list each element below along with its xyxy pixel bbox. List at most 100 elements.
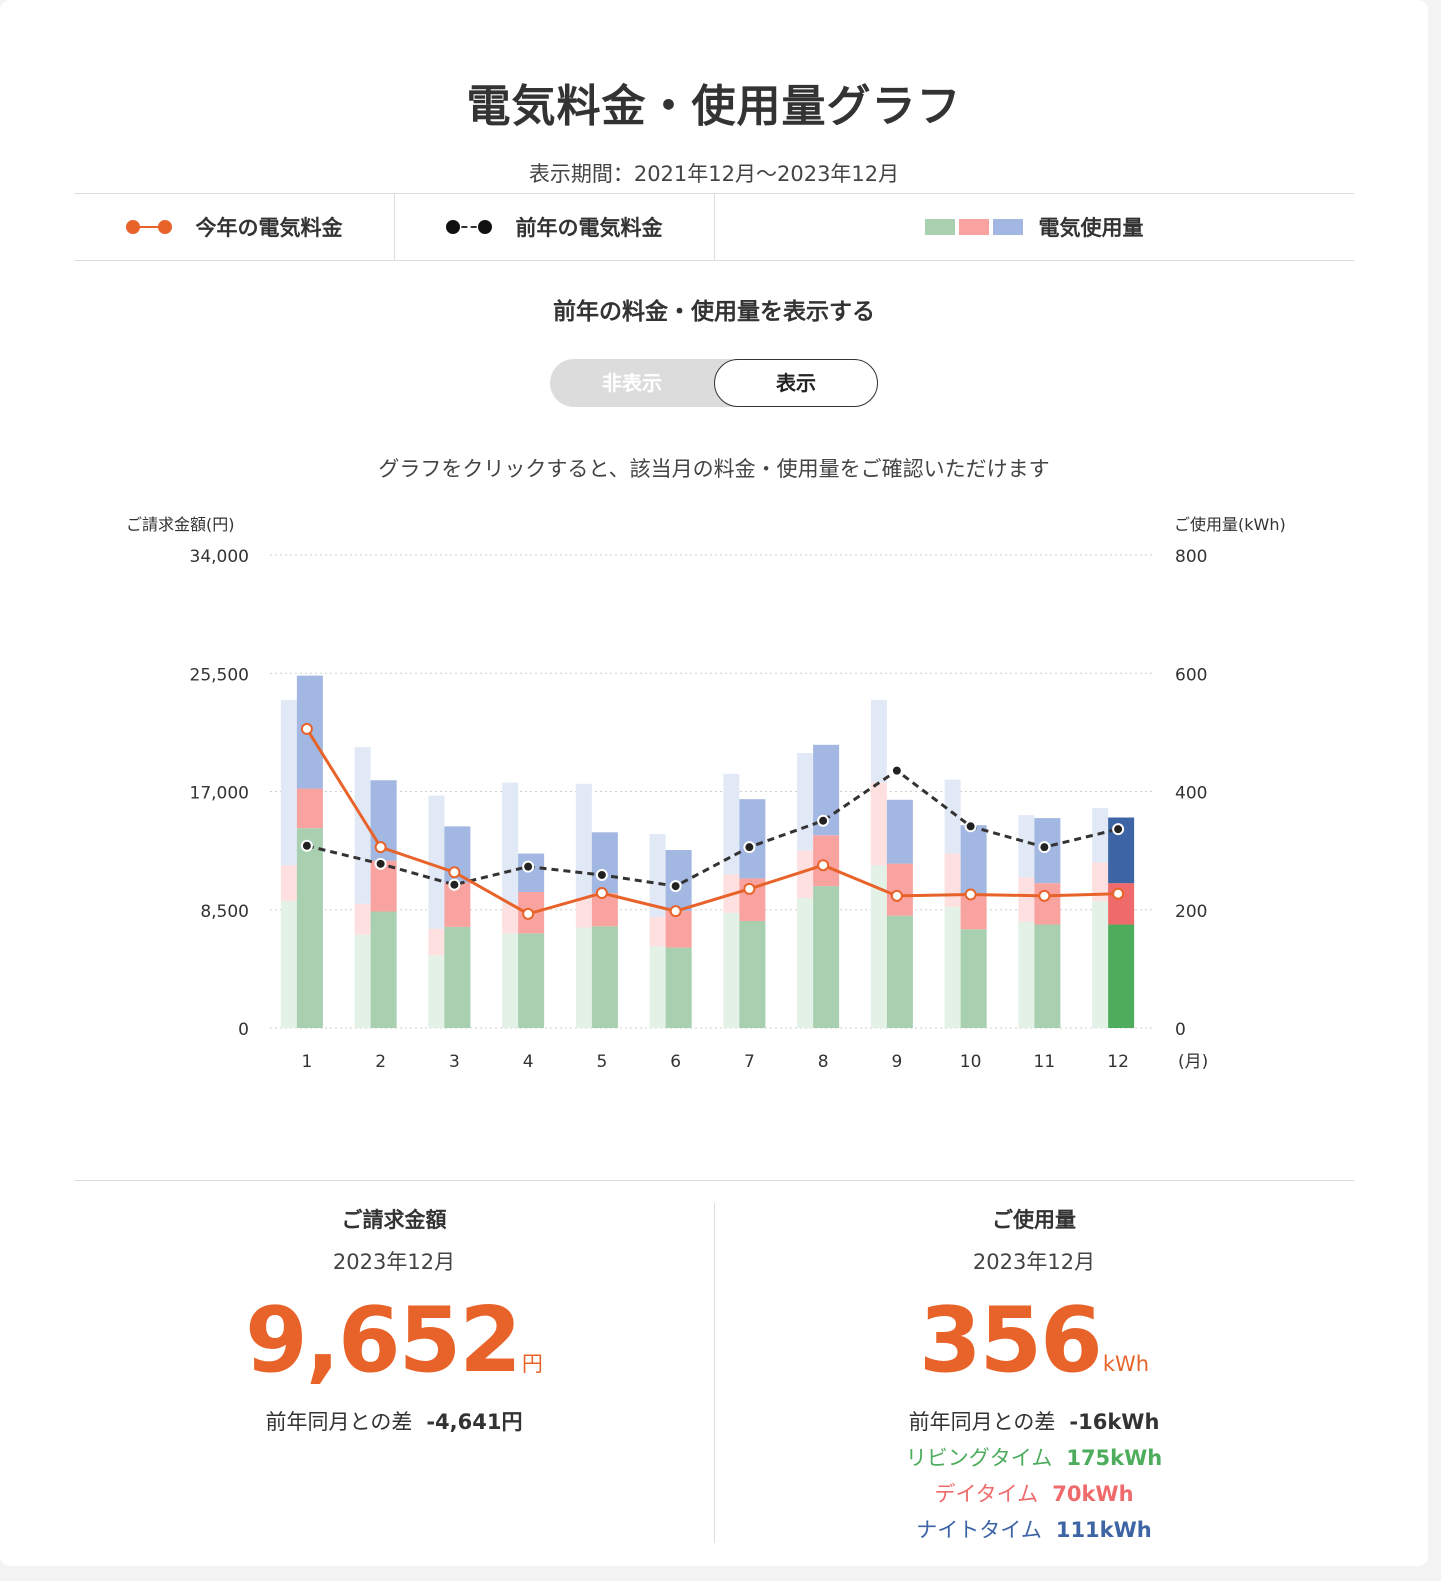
billing-diff-value: -4,641円	[426, 1410, 523, 1434]
current-year-point	[890, 889, 903, 902]
prev-living-bar	[428, 955, 445, 1028]
right-tick-label: 800	[1175, 547, 1207, 567]
prev-night-bar	[502, 782, 519, 904]
prev-night-bar	[797, 753, 814, 851]
living-bar	[444, 926, 471, 1028]
x-tick-label: 10	[960, 1052, 982, 1072]
left-tick-label: 34,000	[190, 547, 249, 567]
current-year-point	[964, 888, 977, 901]
living-bar	[739, 920, 766, 1028]
usage-day-label: デイタイム	[934, 1482, 1039, 1506]
left-tick-label: 25,500	[190, 665, 249, 685]
usage-living-label: リビングタイム	[905, 1446, 1053, 1470]
legend: 今年の電気料金 前年の電気料金 電気使用量	[74, 193, 1354, 261]
night-bar	[591, 832, 618, 894]
current-year-point	[300, 722, 313, 735]
day-bar	[444, 882, 471, 927]
night-bar	[886, 799, 913, 864]
current-year-point	[1112, 887, 1125, 900]
blue-swatch-icon	[992, 219, 1023, 235]
prev-day-bar	[797, 850, 814, 898]
previous-year-point	[964, 820, 977, 833]
prev-day-bar	[428, 928, 445, 956]
day-bar	[296, 788, 323, 829]
usage-diff-label: 前年同月との差	[908, 1410, 1056, 1434]
prev-night-bar	[944, 779, 961, 854]
usage-chart[interactable]: 0 0 8,500 200 17,000 400 25,500 600 34,000 800 ご請求…	[0, 500, 1428, 1100]
orange-line-icon	[125, 220, 172, 234]
prev-living-bar	[723, 912, 740, 1028]
prev-day-bar	[502, 903, 519, 934]
prev-living-bar	[797, 897, 814, 1028]
x-tick-label: 7	[744, 1052, 755, 1072]
prev-night-bar	[649, 834, 666, 917]
current-year-point	[743, 882, 756, 895]
living-bar	[1034, 924, 1061, 1028]
living-bar	[518, 933, 545, 1028]
x-tick-label: 6	[670, 1052, 681, 1072]
day-bar	[370, 860, 397, 912]
prev-living-bar	[649, 946, 666, 1028]
night-bar	[739, 799, 766, 879]
prev-day-bar	[1092, 862, 1109, 901]
current-year-point	[522, 907, 535, 920]
left-axis-label: ご請求金額(円)	[126, 515, 235, 534]
prev-night-bar	[280, 699, 297, 866]
left-tick-label: 8,500	[200, 902, 249, 922]
x-axis-unit: (月)	[1178, 1052, 1208, 1072]
prev-day-bar	[354, 903, 371, 935]
usage-living: リビングタイム 175kWh	[714, 1442, 1354, 1474]
living-bar	[370, 911, 397, 1028]
usage-living-value: 175kWh	[1066, 1446, 1163, 1470]
day-bar	[665, 910, 692, 948]
right-tick-label: 400	[1175, 784, 1207, 804]
previous-year-toggle[interactable]: 非表示 表示	[550, 359, 878, 407]
current-year-point	[817, 859, 830, 872]
prev-day-bar	[649, 916, 666, 947]
billing-amount-unit: 円	[521, 1352, 543, 1376]
previous-year-point	[595, 868, 608, 881]
current-year-point	[595, 887, 608, 900]
prev-living-bar	[870, 865, 887, 1028]
previous-year-point	[448, 878, 461, 891]
night-bar	[960, 825, 987, 894]
previous-year-point	[300, 839, 313, 852]
summary-divider	[74, 1180, 1354, 1181]
living-bar	[960, 929, 987, 1028]
legend-usage: 電気使用量	[714, 194, 1354, 260]
prev-day-bar	[870, 782, 887, 866]
usage-diff-value: -16kWh	[1069, 1410, 1160, 1434]
legend-previous-year-label: 前年の電気料金	[515, 216, 663, 240]
usage-diff: 前年同月との差 -16kWh	[714, 1406, 1354, 1438]
usage-amount: 356kWh	[714, 1288, 1354, 1393]
green-swatch-icon	[924, 219, 955, 235]
usage-night: ナイトタイム 111kWh	[714, 1514, 1354, 1546]
toggle-hide-option[interactable]: 非表示	[602, 371, 662, 395]
red-swatch-icon	[958, 219, 989, 235]
prev-living-bar	[502, 933, 519, 1028]
billing-amount: 9,652円	[74, 1288, 714, 1393]
legend-current-year: 今年の電気料金	[74, 194, 394, 260]
living-bar	[296, 828, 323, 1028]
previous-year-line	[306, 768, 1119, 888]
right-axis-label: ご使用量(kWh)	[1174, 515, 1286, 534]
prev-living-bar	[354, 934, 371, 1028]
legend-usage-label: 電気使用量	[1038, 216, 1144, 240]
usage-summary: ご使用量 2023年12月 356kWh 前年同月との差 -16kWh リビングタ…	[714, 1200, 1354, 1546]
previous-year-point	[817, 814, 830, 827]
prev-day-bar	[280, 865, 297, 901]
chart-hint: グラフをクリックすると、該当月の料金・使用量をご確認いただけます	[378, 457, 1050, 481]
prev-night-bar	[354, 747, 371, 904]
usage-day-value: 70kWh	[1052, 1482, 1134, 1506]
toggle-show-option[interactable]: 表示	[714, 359, 878, 407]
billing-diff: 前年同月との差 -4,641円	[74, 1406, 714, 1438]
prev-living-bar	[944, 906, 961, 1028]
living-bar	[1108, 924, 1135, 1028]
billing-label: ご請求金額	[341, 1208, 447, 1232]
x-tick-label: 9	[891, 1052, 902, 1072]
current-year-line	[305, 728, 1119, 916]
day-bar	[960, 893, 987, 930]
previous-year-point	[1112, 823, 1125, 836]
previous-year-point	[1038, 841, 1051, 854]
toggle-heading: 前年の料金・使用量を表示する	[553, 299, 875, 325]
